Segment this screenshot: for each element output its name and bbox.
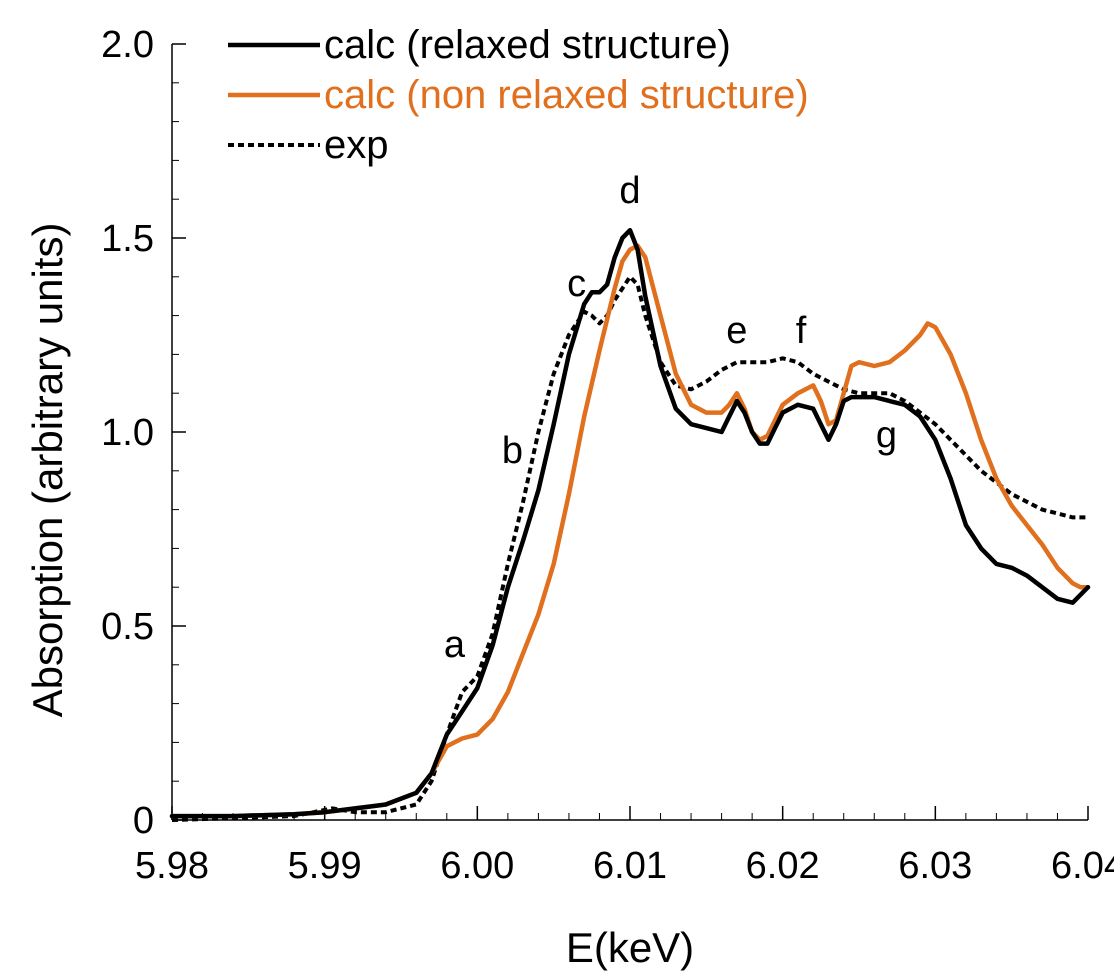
series-line-exp xyxy=(171,274,1088,822)
x-tick-label: 5.98 xyxy=(135,845,209,887)
series-line-calc-non-relaxed xyxy=(169,243,1091,819)
x-tick-label: 6.02 xyxy=(746,845,820,887)
y-tick-label: 1.5 xyxy=(101,218,154,260)
peak-label-e: e xyxy=(726,310,747,352)
peak-label-g: g xyxy=(876,415,897,457)
x-axis-title: E(keV) xyxy=(566,924,694,971)
series-line-calc-relaxed xyxy=(169,227,1091,819)
legend-label: exp xyxy=(324,123,389,167)
peak-label-d: d xyxy=(619,170,640,212)
peak-label-b: b xyxy=(502,430,523,472)
legend-label: calc (non relaxed structure) xyxy=(324,73,809,117)
x-tick-label: 6.01 xyxy=(593,845,667,887)
axes: 0 0.5 1.0 1.5 2.0 5.98 5.99 6.00 6.01 6.02 6.03 6.0… xyxy=(101,24,1114,887)
annotation-layer: a b c d e f g xyxy=(444,170,897,666)
x-tick-label: 5.99 xyxy=(288,845,362,887)
legend: calc (relaxed structure) calc (non relaxe… xyxy=(228,23,809,167)
x-tick-label: 6.00 xyxy=(440,845,514,887)
peak-label-c: c xyxy=(567,263,586,305)
y-tick-label: 0 xyxy=(133,800,154,842)
y-tick-label: 0.5 xyxy=(101,606,154,648)
y-tick-label: 1.0 xyxy=(101,412,154,454)
peak-label-f: f xyxy=(796,310,807,352)
legend-label: calc (relaxed structure) xyxy=(324,23,731,67)
y-tick-label: 2.0 xyxy=(101,24,154,66)
x-tick-label: 6.04 xyxy=(1051,845,1114,887)
peak-label-a: a xyxy=(444,624,466,666)
y-axis-title: Absorption (arbitrary units) xyxy=(24,223,71,718)
x-tick-label: 6.03 xyxy=(898,845,972,887)
series-layer xyxy=(169,227,1091,822)
